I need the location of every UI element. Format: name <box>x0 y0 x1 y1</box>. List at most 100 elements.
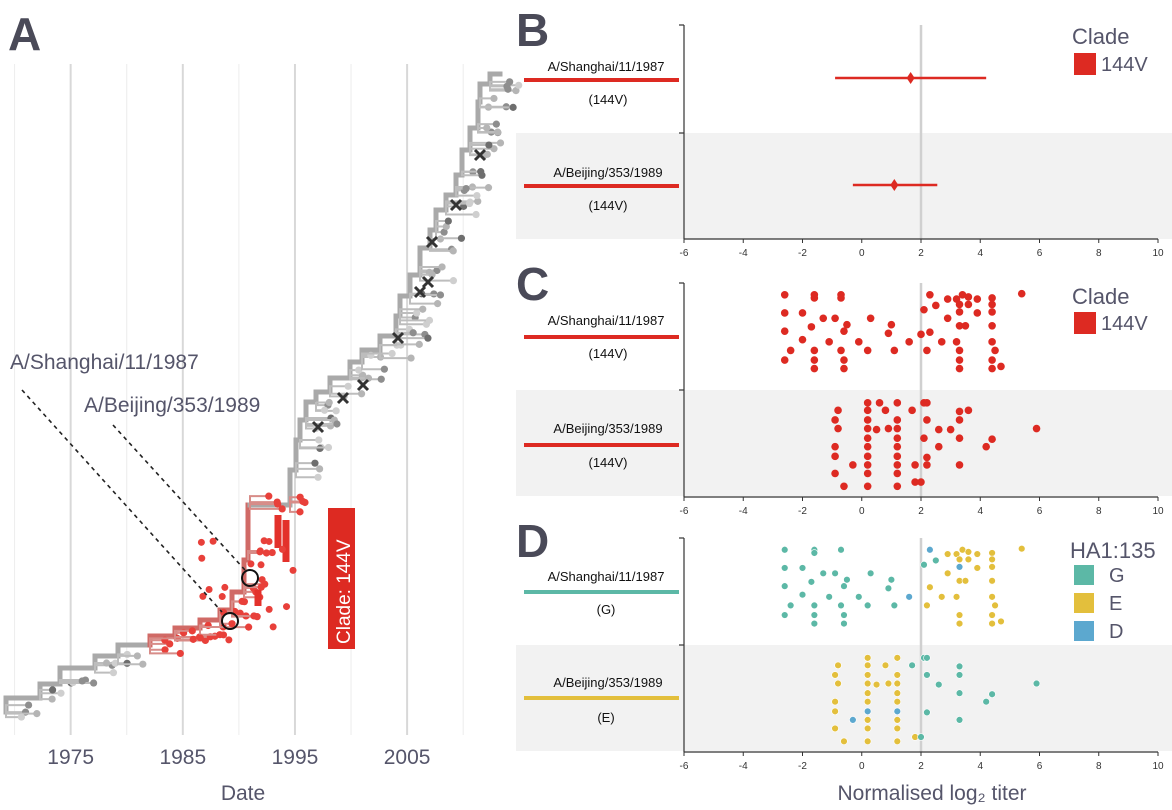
titer-point <box>840 364 848 373</box>
tree-tip <box>139 660 147 668</box>
titer-point <box>780 309 789 317</box>
titer-point <box>837 601 845 610</box>
panel-letter-c: C <box>516 258 549 310</box>
legend-swatch-e <box>1074 593 1094 613</box>
tree-tip <box>57 689 65 697</box>
titer-point <box>988 308 996 316</box>
tree-side-branch <box>249 505 283 510</box>
tree-side-branch <box>479 102 514 109</box>
x-marker <box>336 391 350 405</box>
titer-point <box>798 309 807 317</box>
x-marker <box>391 331 405 345</box>
tree-tip <box>161 646 169 654</box>
titer-point <box>893 399 902 407</box>
tree-side-branch <box>379 350 412 360</box>
tree-side-branch <box>299 440 329 449</box>
x-tick-label: 0 <box>859 506 865 517</box>
titer-point <box>831 707 839 716</box>
tree-side-branch <box>219 610 235 620</box>
x-tick-label: 2 <box>918 248 924 259</box>
tree-x-tick-label: 2005 <box>384 746 431 769</box>
tree-tip <box>48 695 56 703</box>
tree-tip <box>462 184 470 193</box>
titer-point <box>920 434 928 442</box>
tree-tip <box>316 465 324 473</box>
tree-side-branch <box>477 128 498 134</box>
titer-point <box>988 364 996 373</box>
clade-tip <box>258 576 266 584</box>
x-tick-label: 6 <box>1037 248 1043 259</box>
titer-point <box>825 338 833 346</box>
tree-tip <box>425 316 434 324</box>
legend-title: Clade <box>1072 24 1129 49</box>
tree-tip <box>24 701 33 709</box>
tree-side-branch <box>419 265 443 275</box>
panel-letter-d: D <box>516 515 549 567</box>
titer-point <box>923 399 931 407</box>
panel-c-axis: -6 -4 -2 0 2 4 6 8 10 <box>679 282 1164 517</box>
titer-point <box>810 601 819 610</box>
titer-point <box>863 654 872 662</box>
tree-trunk-branch <box>407 272 423 299</box>
tree-tip <box>377 375 385 383</box>
titer-point <box>911 461 919 469</box>
clade-tip <box>257 561 265 569</box>
tree-side-branch <box>295 462 315 470</box>
titer-point <box>955 356 964 364</box>
titer-point <box>923 416 931 424</box>
titer-point <box>917 733 925 741</box>
titer-point <box>781 582 789 590</box>
titer-point <box>923 601 931 610</box>
titer-point <box>837 346 845 355</box>
tree-tip <box>388 349 396 358</box>
panel-b-chart: -6 -4 -2 0 2 4 6 8 10 Clade 144V A/Shanghai/11/1… <box>516 24 1172 259</box>
clade-tip <box>218 593 226 601</box>
titer-point <box>973 309 982 317</box>
mean-marker <box>890 179 899 191</box>
tree-tip <box>278 505 286 513</box>
tree-tip <box>512 87 520 95</box>
titer-point <box>780 290 789 299</box>
legend-label-e: E <box>1109 593 1122 615</box>
titer-point <box>964 555 973 564</box>
titer-point <box>819 314 828 323</box>
tree-side-branch <box>219 620 233 625</box>
titer-point <box>893 707 901 716</box>
clade-tip <box>283 603 291 611</box>
x-marker <box>425 235 439 249</box>
titer-point <box>834 406 842 415</box>
titer-point <box>887 576 896 584</box>
titer-point <box>955 434 964 442</box>
tree-tip <box>332 407 340 415</box>
tree-tip <box>311 459 319 467</box>
x-tick-label: -4 <box>739 248 748 259</box>
tree-tip <box>457 234 466 242</box>
titer-point <box>893 737 901 745</box>
panel-c-marks <box>780 289 1041 491</box>
titer-point <box>810 294 819 302</box>
tree-side-branch <box>295 470 319 479</box>
titer-point <box>935 680 943 689</box>
row-label-group: (G) <box>597 602 616 617</box>
tree-side-branch <box>445 210 477 216</box>
tree-tip <box>473 191 481 200</box>
titer-point <box>911 478 919 486</box>
titer-point <box>926 328 934 337</box>
titer-point <box>943 550 952 558</box>
tree-tip <box>188 627 196 635</box>
titer-point <box>943 295 952 303</box>
clade-tip <box>269 623 277 631</box>
titer-point <box>973 295 982 303</box>
x-tick-label: -6 <box>680 761 689 772</box>
tree-side-branch <box>289 500 303 505</box>
tree-tip <box>17 713 25 721</box>
x-tick-label: -2 <box>798 506 807 517</box>
titer-point <box>952 593 961 601</box>
tree-tip <box>314 473 322 481</box>
phylogenetic-tree <box>3 71 523 721</box>
titer-point <box>872 425 881 434</box>
titer-point <box>893 698 901 706</box>
titer-point <box>893 679 901 688</box>
titer-point <box>831 442 839 451</box>
titer-point <box>961 322 970 330</box>
